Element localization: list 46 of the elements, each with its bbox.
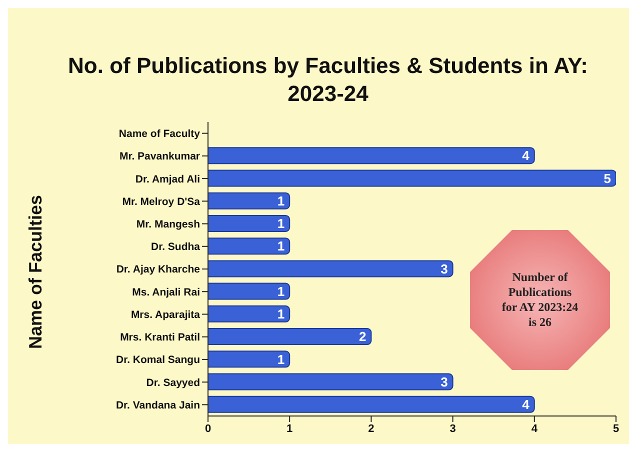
data-label: 5 <box>604 170 611 186</box>
bar <box>208 396 535 413</box>
bar <box>208 350 290 368</box>
y-tick-label: Dr. Vandana Jain <box>116 399 200 412</box>
bar <box>208 170 616 187</box>
y-tick-label: Dr. Amjad Ali <box>135 173 200 186</box>
data-label: 1 <box>277 284 285 299</box>
data-label: 2 <box>358 329 366 344</box>
y-tick-label: Mr. Melroy D'Sa <box>122 196 200 208</box>
bar <box>208 260 454 278</box>
data-label: 3 <box>440 374 448 390</box>
data-label: 1 <box>277 193 285 208</box>
y-tick-label: Mrs. Aparajita <box>130 308 200 321</box>
bar <box>208 192 290 210</box>
octagon-badge: Number of Publications for AY 2023:24 is 26 <box>470 230 610 370</box>
data-label: 3 <box>440 261 448 276</box>
y-tick-label: Ms. Anjali Rai <box>132 286 200 298</box>
bar <box>208 328 372 346</box>
data-label: 1 <box>277 306 285 322</box>
x-tick-label: 5 <box>612 422 620 435</box>
data-label: 1 <box>277 238 285 254</box>
bar <box>208 373 454 390</box>
bar <box>208 147 535 164</box>
x-tick-label: 0 <box>204 422 212 435</box>
y-tick-label: Mrs. Kranti Patil <box>120 332 200 344</box>
x-tick-label: 4 <box>531 422 538 435</box>
x-tick-label: 2 <box>368 422 374 435</box>
chart-title: No. of Publications by Faculties & Students in AY: 2023-24 <box>67 52 589 108</box>
bar <box>208 305 290 322</box>
bar <box>208 282 290 300</box>
y-tick-label: Dr. Sayyed <box>146 376 200 389</box>
x-tick-label: 1 <box>286 422 293 435</box>
y-tick-label: Name of Faculty <box>118 128 200 140</box>
y-tick-label: Mr. Pavankumar <box>119 150 200 163</box>
data-label: 4 <box>522 148 530 164</box>
y-tick-label: Dr. Ajay Kharche <box>116 264 200 276</box>
y-tick-label: Dr. Sudha <box>150 241 200 254</box>
x-tick-label: 3 <box>450 422 456 435</box>
data-label: 1 <box>277 216 285 232</box>
y-axis-title: Name of Faculties <box>26 194 46 350</box>
bar <box>208 238 290 255</box>
y-tick-label: Dr. Komal Sangu <box>116 354 200 366</box>
data-label: 4 <box>522 397 530 412</box>
data-label: 1 <box>277 352 285 367</box>
bar <box>208 214 290 232</box>
y-tick-label: Mr. Mangesh <box>136 218 200 230</box>
